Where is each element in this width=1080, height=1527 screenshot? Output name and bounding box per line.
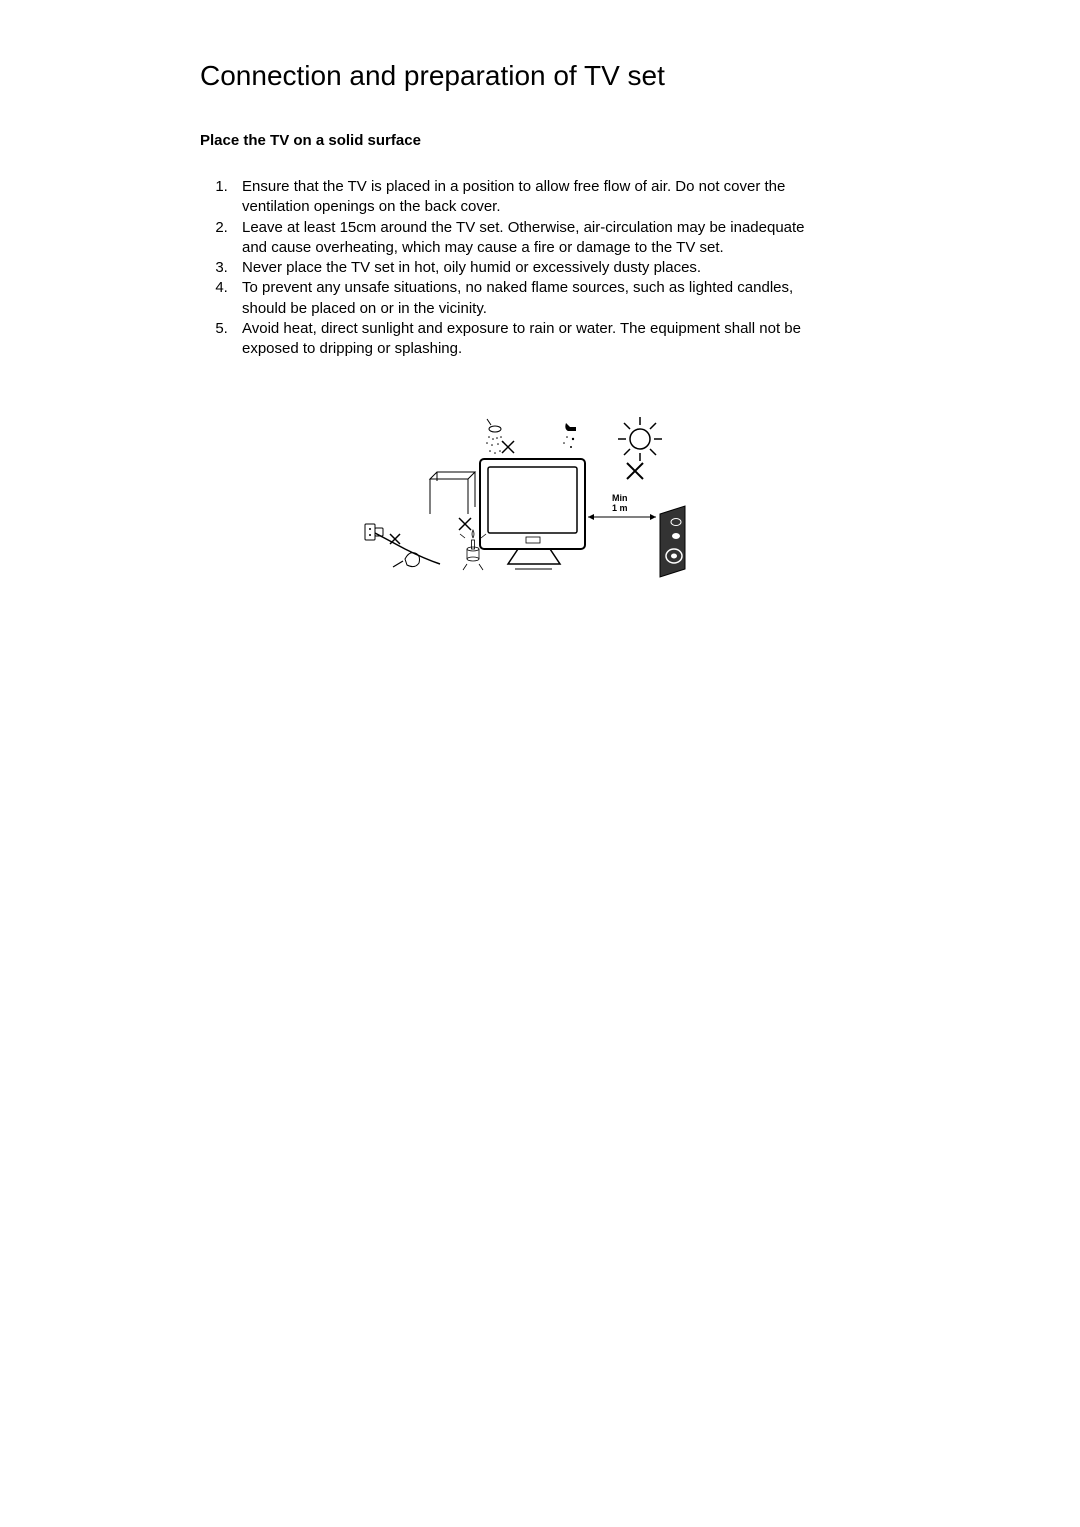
list-item: Never place the TV set in hot, oily humi… <box>232 258 820 278</box>
min-label: Min <box>612 493 628 503</box>
list-item: Ensure that the TV is placed in a positi… <box>232 177 820 218</box>
document-page: Connection and preparation of TV set Pla… <box>0 0 1080 674</box>
safety-diagram: Min 1 m <box>360 409 980 614</box>
instruction-list: Ensure that the TV is placed in a positi… <box>200 177 820 359</box>
diagram-svg: Min 1 m <box>360 409 700 609</box>
section-subtitle: Place the TV on a solid surface <box>200 132 980 149</box>
page-title: Connection and preparation of TV set <box>200 60 980 92</box>
list-item: Avoid heat, direct sunlight and exposure… <box>232 319 820 360</box>
list-item: To prevent any unsafe situations, no nak… <box>232 278 820 319</box>
list-item: Leave at least 15cm around the TV set. O… <box>232 218 820 259</box>
distance-label: 1 m <box>612 503 628 513</box>
